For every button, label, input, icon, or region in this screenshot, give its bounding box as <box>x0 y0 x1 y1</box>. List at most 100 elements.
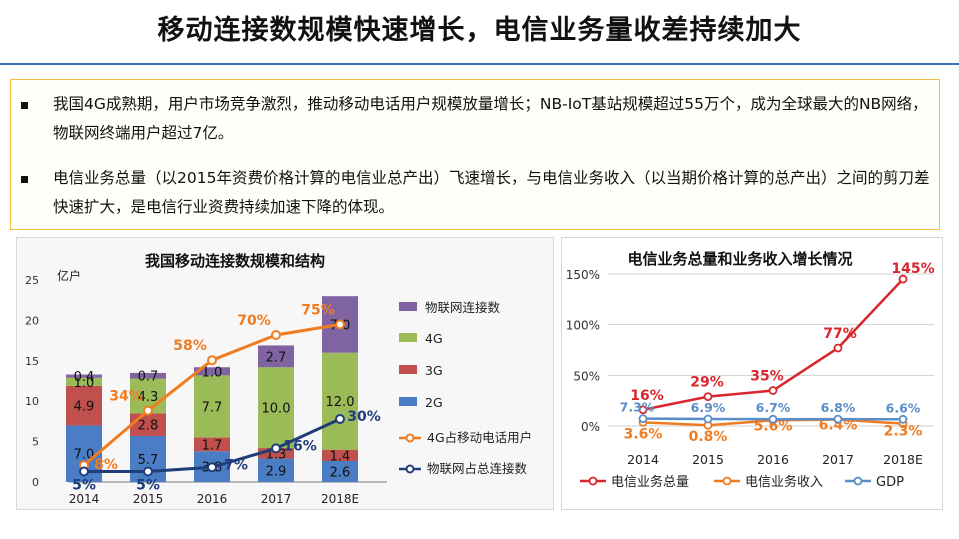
line-point <box>335 319 345 330</box>
line-point <box>898 274 908 284</box>
bar-value-label: 1.0 <box>74 376 95 391</box>
legend-label: 电信业务收入 <box>745 474 823 490</box>
bullet-box: 我国4G成熟期，用户市场竞争激烈，推动移动电话用户规模放量增长；NB-IoT基站… <box>10 79 940 230</box>
point-value-label: 16% <box>630 388 664 404</box>
y-tick-label: 20 <box>25 314 39 327</box>
bar-segment <box>322 449 358 461</box>
y-tick-label: 100% <box>566 319 600 333</box>
bar-value-label: 2.9 <box>266 464 287 479</box>
bar-value-label: 12.0 <box>326 395 355 410</box>
line-point <box>898 414 908 424</box>
chart-title: 我国移动连接数规模和结构 <box>145 252 325 270</box>
bar-segment <box>258 458 294 482</box>
line-point <box>79 466 89 477</box>
legend-line-marker <box>722 476 732 486</box>
point-value-label: 145% <box>891 261 934 277</box>
point-value-label: 6.6% <box>886 400 921 415</box>
x-tick-label: 2015 <box>133 492 164 506</box>
y-axis-label: 亿户 <box>57 268 81 283</box>
line-value-label: 30% <box>347 409 381 425</box>
bar-segment <box>258 367 294 449</box>
x-tick-label: 2016 <box>757 452 789 467</box>
line-point <box>143 405 153 416</box>
legend-swatch <box>399 397 417 406</box>
legend-line-marker <box>853 476 863 486</box>
bar-value-label: 1.7 <box>202 438 223 453</box>
x-tick-label: 2017 <box>822 452 854 467</box>
bar-value-label: 1.0 <box>202 365 223 380</box>
bar-value-label: 0.4 <box>74 370 95 385</box>
line-point <box>207 462 217 473</box>
bar-segment <box>194 437 230 452</box>
legend-swatch <box>399 365 417 374</box>
point-value-label: 6.4% <box>819 418 858 434</box>
legend-label: 电信业务总量 <box>611 474 689 490</box>
point-value-label: 6.8% <box>821 400 856 415</box>
title-divider <box>0 63 959 65</box>
x-tick-label: 2015 <box>692 452 724 467</box>
point-value-label: 29% <box>690 375 724 391</box>
y-tick-label: 15 <box>25 355 39 368</box>
bullet-square-icon <box>21 176 28 183</box>
line-point <box>703 414 713 424</box>
line-value-label: 5% <box>72 478 96 494</box>
point-value-label: 77% <box>823 326 857 342</box>
line-point <box>768 414 778 424</box>
bar-segment <box>194 375 230 438</box>
legend-label: 4G <box>425 331 443 346</box>
bullet-item: 我国4G成熟期，用户市场竞争激烈，推动移动电话用户规模放量增长；NB-IoT基站… <box>21 90 933 148</box>
bar-segment <box>130 372 166 379</box>
point-value-label: 2.3% <box>884 424 923 440</box>
legend-line-marker <box>405 433 415 443</box>
x-tick-label: 2018E <box>321 492 359 506</box>
bar-value-label: 2.6 <box>330 465 351 480</box>
bar-value-label: 4.9 <box>74 400 95 415</box>
bar-segment <box>194 367 230 376</box>
legend-label: 2G <box>425 395 443 410</box>
legend-line-marker <box>588 476 598 486</box>
y-tick-label: 5 <box>32 436 39 449</box>
line-value-label: 58% <box>173 338 207 354</box>
bar-value-label: 0.7 <box>138 370 159 385</box>
bullet-square-icon <box>21 102 28 109</box>
point-value-label: 0.8% <box>689 429 728 445</box>
legend-label: 3G <box>425 363 443 378</box>
y-tick-label: 10 <box>25 395 39 408</box>
legend-swatch <box>399 333 417 342</box>
telecom-growth-chart: 电信业务总量和业务收入增长情况 0% 50% 100% 150% 2014 2015 2016… <box>566 250 935 490</box>
x-tick-label: 2018E <box>883 452 923 467</box>
bar-segment <box>66 377 102 386</box>
x-tick-label: 2017 <box>261 492 292 506</box>
point-value-label: 6.7% <box>756 400 791 415</box>
y-tick-label: 50% <box>573 369 600 383</box>
line-point <box>703 392 713 402</box>
line-point <box>207 355 217 366</box>
line-value-label: 7% <box>224 457 248 473</box>
bar-value-label: 2.8 <box>138 419 159 434</box>
line-point <box>271 330 281 340</box>
y-tick-label: 0 <box>32 476 39 489</box>
bullet-item: 电信业务总量（以2015年资费价格计算的电信业总产出）飞速增长，与电信业务收入（… <box>21 164 933 222</box>
connections-chart-panel: 我国移动连接数规模和结构 亿户 0 5 10 15 20 25 2014 2015 2016 2017… <box>16 237 554 510</box>
line-value-label: 5% <box>136 478 160 494</box>
legend-swatch <box>399 302 417 311</box>
bar-segment <box>322 352 358 450</box>
bar-value-label: 5.7 <box>138 453 159 468</box>
y-tick-label: 25 <box>25 274 39 287</box>
point-value-label: 35% <box>750 369 784 385</box>
line-point <box>143 466 153 477</box>
bar-segment <box>66 374 102 378</box>
line-point <box>638 405 648 415</box>
x-tick-label: 2014 <box>627 452 659 467</box>
bar-value-label: 7.7 <box>202 400 223 415</box>
line-point <box>833 414 843 424</box>
bullet-text: 我国4G成熟期，用户市场竞争激烈，推动移动电话用户规模放量增长；NB-IoT基站… <box>53 95 928 142</box>
bar-value-label: 1.4 <box>330 449 351 464</box>
y-tick-label: 150% <box>566 268 600 282</box>
line-value-label: 8% <box>94 457 118 473</box>
bar-segment <box>322 460 358 482</box>
y-tick-label: 0% <box>581 420 600 434</box>
line-point <box>335 414 345 424</box>
line-value-label: 34% <box>109 389 143 405</box>
